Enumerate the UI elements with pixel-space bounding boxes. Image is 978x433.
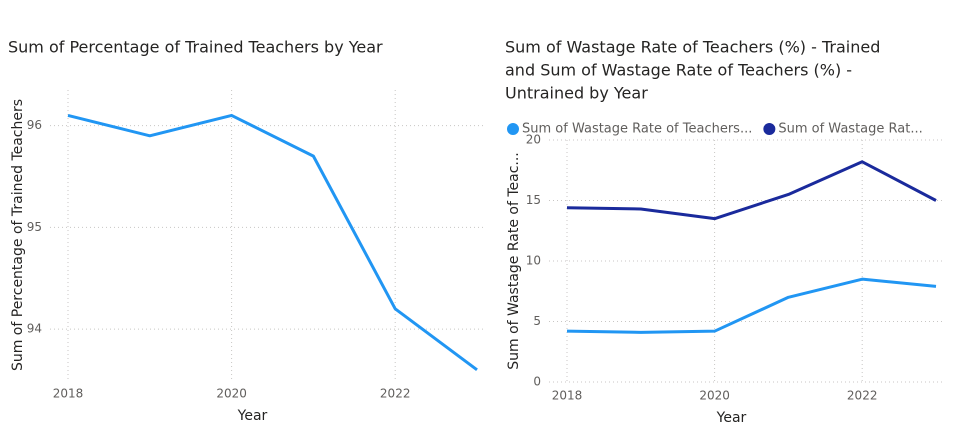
chart-title: Untrained by Year	[505, 84, 648, 103]
x-tick-label: 2020	[699, 389, 730, 403]
x-tick-label: 2018	[552, 389, 583, 403]
legend-marker	[763, 123, 776, 135]
y-tick-label: 0	[533, 375, 541, 389]
legend-label: Sum of Wastage Rat...	[778, 122, 922, 137]
chart-title: Sum of Wastage Rate of Teachers (%) - Tr…	[505, 38, 880, 57]
y-tick-label: 10	[526, 254, 541, 268]
y-axis-title: Sum of Wastage Rate of Teac...	[506, 152, 522, 370]
y-tick-label: 15	[526, 193, 541, 207]
y-tick-label: 20	[526, 133, 541, 147]
x-axis-title: Year	[716, 410, 747, 426]
legend-marker	[507, 123, 519, 135]
chart-title: Sum of Percentage of Trained Teachers by…	[8, 38, 383, 57]
line-series	[566, 160, 937, 221]
y-tick-label: 5	[533, 314, 541, 328]
line-series	[566, 277, 937, 334]
y-axis-title: Sum of Percentage of Trained Teachers	[10, 99, 26, 371]
x-tick-label: 2018	[53, 387, 84, 401]
x-tick-label: 2022	[847, 389, 878, 403]
x-axis-title: Year	[237, 408, 268, 424]
y-tick-label: 95	[27, 220, 42, 234]
y-tick-label: 94	[27, 322, 42, 336]
chart-title: and Sum of Wastage Rate of Teachers (%) …	[505, 61, 852, 80]
x-tick-label: 2022	[380, 387, 411, 401]
y-tick-label: 96	[27, 118, 42, 132]
legend-label: Sum of Wastage Rate of Teachers...	[522, 122, 752, 137]
x-tick-label: 2020	[216, 387, 247, 401]
line-series	[67, 113, 478, 372]
